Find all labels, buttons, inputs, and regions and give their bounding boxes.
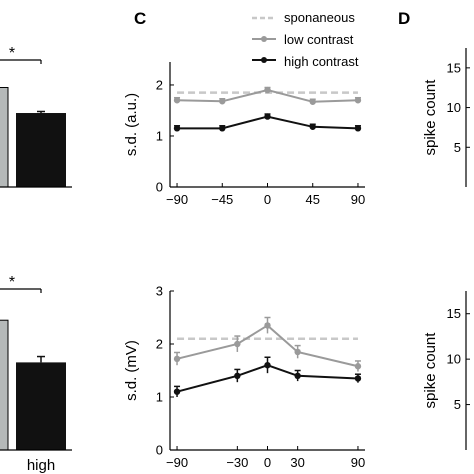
c-bottom-series-high-point <box>294 372 301 379</box>
legend-label-spontaneous: sponaneous <box>284 10 355 25</box>
c-bottom-y-axis-label: s.d. (mV) <box>123 340 140 401</box>
c-top-series-low-point <box>173 97 181 104</box>
line-chart-c-top: 0 1 2 −90 −45 0 45 90 s.d. (a.u.) <box>123 62 365 207</box>
bar-bottom-category-label-line1: high <box>27 457 55 474</box>
c-bottom-series-low-point <box>173 355 181 363</box>
c-bottom-ytick-label: 3 <box>156 284 163 299</box>
c-bottom-xtick-label: 30 <box>290 455 304 470</box>
c-bottom-ytick-label: 1 <box>156 390 163 405</box>
c-top-series-low-point <box>219 98 226 105</box>
c-top-series-low-point <box>309 98 316 105</box>
bar-chart-top: * <box>0 45 72 188</box>
legend-marker-low <box>261 36 267 42</box>
c-bottom-series-high-point <box>173 388 181 395</box>
c-top-series-high-point <box>309 123 316 130</box>
legend-label-high: high contrast <box>284 54 359 69</box>
c-top-series-high-point <box>219 125 226 132</box>
c-bottom-series-high-point <box>234 372 241 379</box>
d-bottom-y-axis-label: spike count <box>422 332 439 409</box>
c-bottom-ytick-label: 0 <box>156 443 163 458</box>
c-top-series-low-point <box>264 86 271 94</box>
c-bottom-series-low-point <box>294 348 301 356</box>
c-top-xtick-label: −45 <box>211 192 233 207</box>
c-bottom-series-high-point <box>264 362 271 369</box>
bar-bottom-bar-high <box>16 362 66 450</box>
d-bottom-ytick-label: 5 <box>454 397 461 412</box>
d-bottom-ytick-label: 10 <box>447 352 461 367</box>
c-bottom-series-high-point <box>354 375 362 382</box>
legend-label-low: low contrast <box>284 32 354 47</box>
c-top-series-high-point <box>264 113 271 120</box>
legend: sponaneous low contrast high contrast <box>252 10 359 69</box>
c-top-xtick-label: 90 <box>351 192 365 207</box>
c-bottom-ytick-label: 2 <box>156 337 163 352</box>
c-top-ytick-label: 0 <box>156 180 163 195</box>
bar-bottom-bar-low-partial <box>0 319 9 451</box>
c-top-series-high-point <box>354 125 362 132</box>
c-bottom-xtick-label: 90 <box>351 455 365 470</box>
c-top-series-high-point <box>173 125 181 132</box>
bar-top-bar-low-partial <box>0 87 9 188</box>
c-bottom-series-low-point <box>264 322 271 329</box>
panel-d-bottom: 5 10 15 spike count <box>422 291 470 450</box>
bar-top-bar-high <box>16 113 66 187</box>
c-top-xtick-label: 45 <box>305 192 319 207</box>
c-top-ytick-label: 1 <box>156 128 163 143</box>
c-top-xtick-label: −90 <box>166 192 188 207</box>
c-bottom-series-low-point <box>354 363 362 370</box>
d-bottom-ytick-label: 15 <box>447 306 461 321</box>
c-top-xtick-label: 0 <box>264 192 271 207</box>
c-bottom-xtick-label: −90 <box>166 455 188 470</box>
bar-chart-bottom: *highcontrastt <box>0 274 72 474</box>
c-bottom-xtick-label: 0 <box>264 455 271 470</box>
panel-d-top: 5 10 15 spike count <box>422 48 470 187</box>
d-top-y-axis-label: spike count <box>422 79 439 156</box>
c-bottom-xtick-label: −30 <box>226 455 248 470</box>
c-top-series-low-point <box>354 97 362 104</box>
c-bottom-series-low-point <box>234 340 241 348</box>
panel-letter-c: C <box>134 9 146 28</box>
bar-top-significance-star: * <box>9 45 15 62</box>
c-top-ytick-label: 2 <box>156 77 163 92</box>
legend-marker-high <box>261 57 267 63</box>
c-top-y-axis-label: s.d. (a.u.) <box>123 93 140 156</box>
d-top-ytick-label: 10 <box>447 100 461 115</box>
d-top-ytick-label: 15 <box>447 60 461 75</box>
d-top-ytick-label: 5 <box>454 140 461 155</box>
bar-bottom-significance-star: * <box>9 274 15 291</box>
panel-letter-d: D <box>398 9 410 28</box>
